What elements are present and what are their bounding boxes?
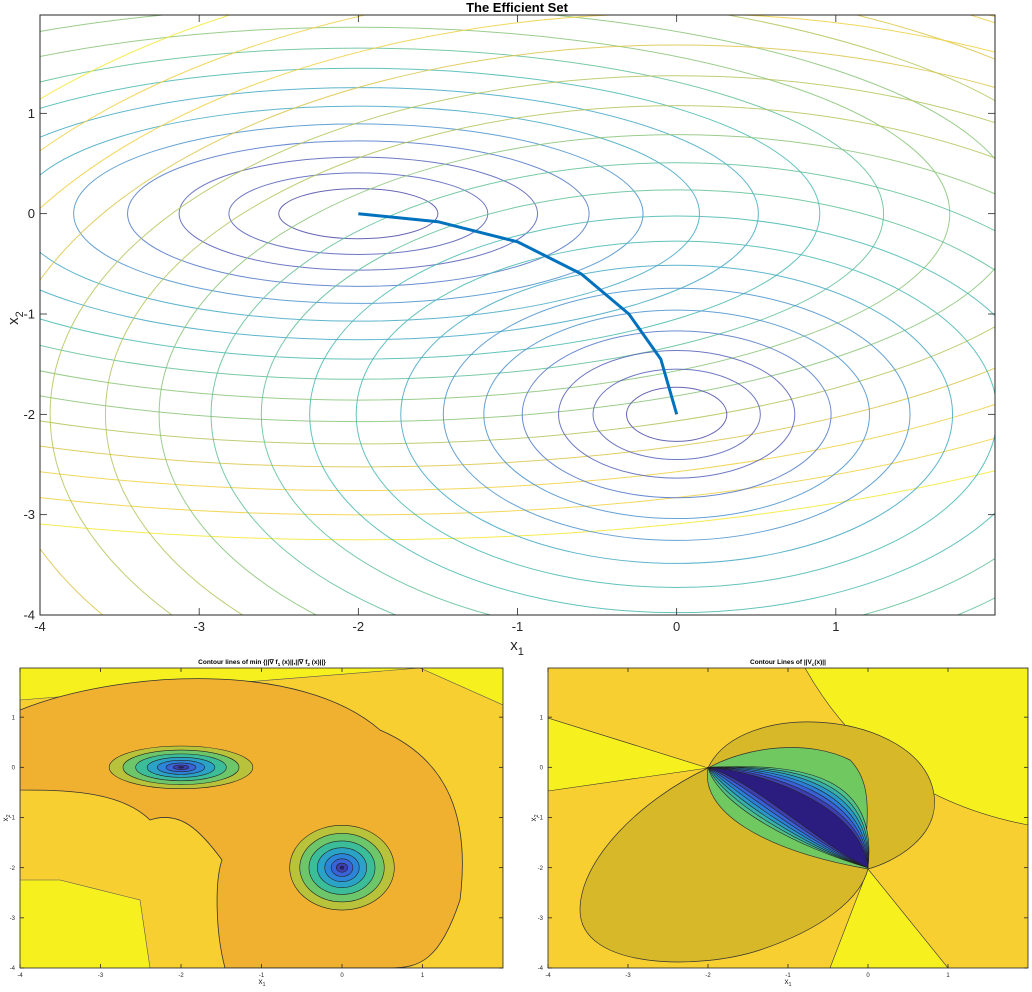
f2-contour-line	[400, 264, 954, 564]
right-ylabel: x2	[529, 814, 540, 821]
main-f1-contours	[40, 15, 995, 541]
f2-contour-line	[210, 162, 995, 615]
main-chart-title: The Efficient Set	[466, 0, 569, 15]
f2-contour-line	[40, 44, 995, 615]
f1-contour-line	[127, 140, 590, 287]
main-ytick-label: -3	[23, 507, 35, 522]
f2-contour-line	[49, 75, 995, 615]
main-xlabel: x1	[510, 637, 524, 658]
left-ytick-label: -4	[10, 966, 16, 972]
right-region-yellow-left	[548, 717, 709, 792]
f1-contour-line	[40, 437, 995, 516]
left-ytick-label: 0	[12, 765, 16, 771]
f2-contour-line	[105, 105, 995, 615]
right-xtick-label: -4	[545, 973, 551, 979]
right-lens-contours	[706, 766, 870, 869]
main-xtick-label: -3	[193, 619, 205, 634]
f2-contour-line	[355, 240, 995, 588]
main-xtick-label: -1	[512, 619, 524, 634]
right-region-yellow-bottom	[829, 868, 949, 968]
left-chart-title: Contour lines of min {||∇ f1 (x)||,||∇ f…	[198, 658, 326, 667]
right-xtick-label: -1	[785, 973, 791, 979]
right-ytick-label: -1	[538, 816, 544, 822]
right-ytick-label: -2	[538, 866, 544, 872]
f1-contour-line	[40, 15, 995, 445]
left-ticks: -4 -3 -2 -1 0 1 -4 -3 -2 -1 0 1	[10, 668, 503, 979]
main-ylabel: x2	[5, 311, 26, 325]
main-ytick-label: -4	[23, 608, 35, 623]
left-xtick-label: -3	[98, 973, 104, 979]
right-xtick-label: 0	[866, 973, 870, 979]
main-ticks: -4 -3 -2 -1 0 1 -4 -3 -2 -1 0 1	[23, 15, 995, 634]
main-ytick-label: 1	[28, 106, 35, 121]
left-ytick-label: 1	[12, 715, 16, 721]
main-xtick-label: 0	[673, 619, 680, 634]
left-xtick-label: 0	[340, 973, 344, 979]
f2-contour-line	[558, 350, 796, 479]
left-ytick-label: -1	[10, 816, 16, 822]
f2-contour-line	[592, 368, 761, 461]
f1-contour-line	[40, 67, 821, 360]
f1-contour-line	[73, 123, 644, 304]
right-ytick-label: -3	[538, 916, 544, 922]
main-xtick-label: -4	[34, 619, 46, 634]
left-xtick-label: -1	[259, 973, 265, 979]
right-chart: Contour Lines of ||Vc(x)|| -4 -3 -2 -1 0 1-4-…	[529, 659, 1029, 988]
right-ytick-label: -4	[538, 966, 544, 972]
main-ytick-label: -1	[23, 307, 35, 322]
f2-contour-line	[626, 386, 728, 442]
f1-contour-line	[40, 15, 995, 491]
left-ytick-label: -3	[10, 916, 16, 922]
right-region-olive-lower	[579, 767, 869, 963]
f1-contour-line	[40, 15, 995, 468]
left-f1-contour	[178, 766, 184, 769]
f1-contour-line	[40, 105, 700, 322]
right-xtick-label: -3	[625, 973, 631, 979]
right-xtick-label: -2	[705, 973, 711, 979]
f1-contour-line	[40, 15, 995, 423]
f1-contour-line	[40, 47, 884, 380]
right-lens-contour	[707, 767, 869, 869]
left-minima-contours	[108, 745, 395, 911]
main-xtick-label: -2	[353, 619, 365, 634]
right-xtick-label: 1	[946, 973, 950, 979]
f1-contour-line	[228, 172, 489, 255]
left-f2-contour	[339, 865, 345, 870]
main-ytick-label: -2	[23, 407, 35, 422]
f2-contour-line	[158, 134, 995, 615]
main-f2-contours	[40, 15, 995, 615]
f1-contour-line	[278, 188, 439, 240]
f2-contour-line	[442, 287, 911, 541]
right-xlabel: x1	[784, 977, 791, 988]
f2-contour-line	[260, 189, 995, 615]
right-chart-title: Contour Lines of ||Vc(x)||	[750, 659, 826, 667]
right-ytick-label: 1	[540, 715, 544, 721]
left-ylabel: x2	[1, 814, 12, 821]
left-ytick-label: -2	[10, 866, 16, 872]
efficient-set-curve	[358, 212, 679, 415]
left-xlabel: x1	[258, 977, 265, 988]
left-chart: Contour lines of min {||∇ f1 (x)||,||∇ f…	[1, 658, 504, 988]
f1-contour-line	[40, 470, 995, 541]
main-ytick-label: 0	[28, 206, 35, 221]
left-xtick-label: -2	[178, 973, 184, 979]
main-chart: The Efficient Set -4 -3 -2 -1 0 1 -4 -3 -2 -1 0 1 x…	[5, 0, 996, 658]
f1-contour-line	[40, 26, 951, 401]
left-plot-area	[20, 668, 503, 968]
main-plot-area	[40, 15, 995, 615]
f2-contour-line	[521, 330, 832, 499]
right-ytick-label: 0	[540, 765, 544, 771]
left-xtick-label: 1	[421, 973, 425, 979]
right-plot-area	[548, 668, 1028, 968]
left-xtick-label: -4	[17, 973, 23, 979]
right-ticks: -4 -3 -2 -1 0 1 -4 -3 -2 -1 0 1	[538, 668, 1028, 979]
f2-contour-line	[483, 309, 870, 520]
main-xtick-label: 1	[832, 619, 839, 634]
